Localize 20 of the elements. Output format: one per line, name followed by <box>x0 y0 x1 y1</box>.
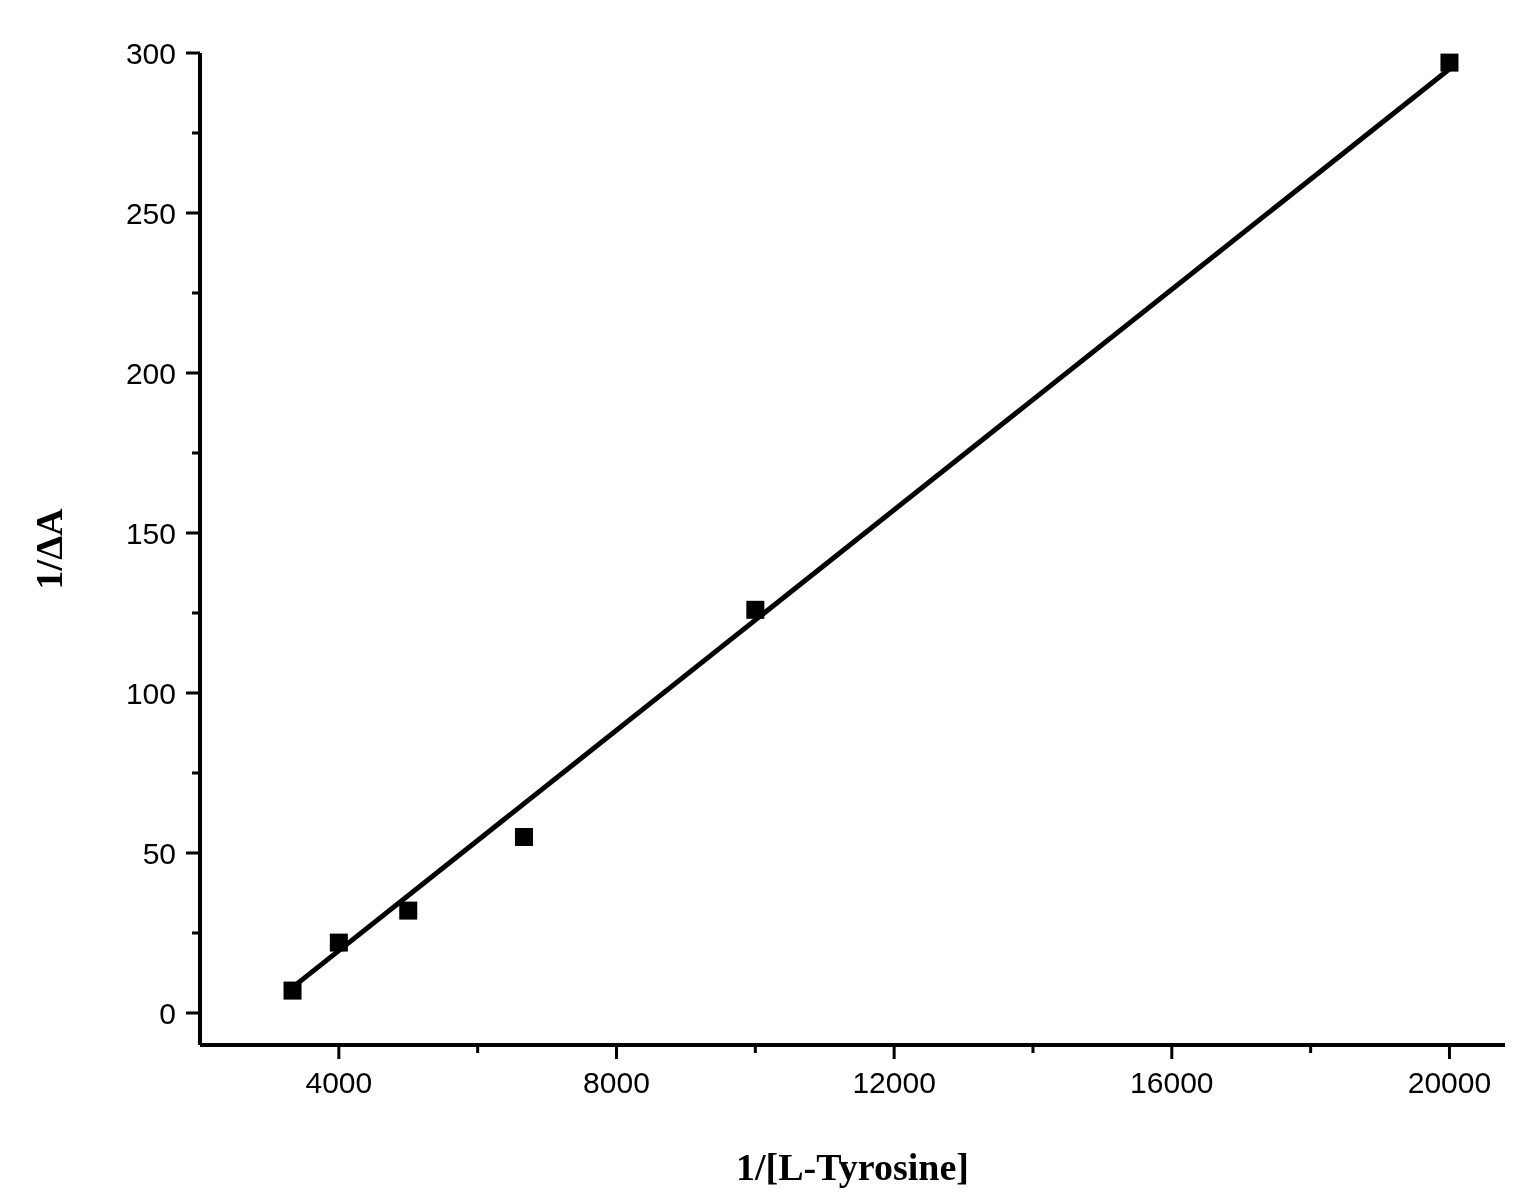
y-tick-label: 250 <box>125 196 176 230</box>
x-tick-label: 16000 <box>1130 1066 1214 1099</box>
y-tick-label: 150 <box>125 516 176 550</box>
y-tick-label: 50 <box>142 836 176 870</box>
x-tick-label: 20000 <box>1407 1066 1492 1099</box>
y-tick-label: 0 <box>159 996 176 1030</box>
y-tick-label: 300 <box>125 36 176 70</box>
point <box>283 981 302 1000</box>
x-tick-label: 8000 <box>583 1066 650 1099</box>
point <box>746 600 765 619</box>
point <box>329 933 348 952</box>
y-tick-label: 200 <box>125 356 176 390</box>
y-axis-title: 1/ΔA <box>28 508 70 590</box>
x-tick-label: 4000 <box>305 1066 373 1099</box>
point <box>399 901 418 920</box>
point <box>1440 53 1459 72</box>
y-tick-label: 100 <box>125 676 176 710</box>
x-tick-label: 12000 <box>852 1066 936 1099</box>
point <box>514 828 533 846</box>
x-axis-title: 1/[L-Tyrosine] <box>736 1146 969 1188</box>
